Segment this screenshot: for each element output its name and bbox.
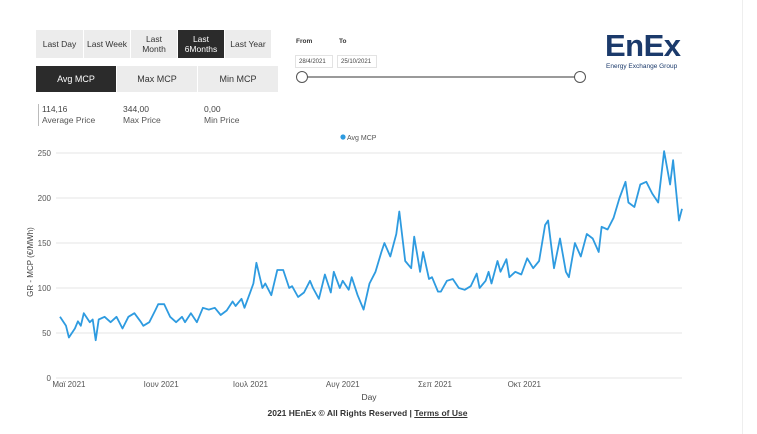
period-selector: Last Day Last Week Last Month Last 6Mont… — [36, 30, 272, 58]
x-tick-label: Αυγ 2021 — [326, 380, 360, 389]
metric-tabs: Avg MCP Max MCP Min MCP — [36, 66, 279, 92]
legend-label-avg-mcp: Avg MCP — [347, 135, 377, 142]
y-tick-label: 200 — [38, 194, 52, 203]
slider-end-handle[interactable] — [574, 71, 586, 83]
kpi-min-label: Min Price — [204, 115, 240, 125]
panel-edge — [742, 0, 743, 434]
slider-start-handle[interactable] — [296, 71, 308, 83]
tab-max-mcp[interactable]: Max MCP — [117, 66, 197, 92]
enex-logo: EnEx — [605, 28, 681, 63]
x-tick-label: Ιουν 2021 — [144, 380, 180, 389]
enex-logo-subtitle: Energy Exchange Group — [606, 63, 678, 70]
y-axis-label: GR - MCP (€/MWh) — [26, 227, 35, 297]
kpi-max-label: Max Price — [123, 115, 161, 125]
x-axis-label: Day — [361, 392, 377, 402]
x-tick-label: Μαϊ 2021 — [52, 380, 86, 389]
date-to-label: To — [339, 38, 347, 45]
tab-min-mcp[interactable]: Min MCP — [198, 66, 278, 92]
legend-marker-avg-mcp — [340, 134, 346, 140]
kpi-divider — [38, 104, 39, 126]
terms-of-use-link[interactable]: Terms of Use — [414, 408, 468, 418]
mcp-line-chart: 0 50 100 150 200 250 Μαϊ 2021 Ιουν 2021 Ιουλ 20… — [26, 134, 683, 402]
y-tick-label: 50 — [42, 329, 51, 338]
copyright-text: 2021 HEnEx © All Rights Reserved | — [267, 408, 415, 418]
period-last-day-button[interactable]: Last Day — [36, 30, 83, 58]
date-to-field[interactable]: 25/10/2021 — [337, 55, 377, 68]
x-tick-label: Σεπ 2021 — [418, 380, 453, 389]
x-tick-label: Οκτ 2021 — [508, 380, 542, 389]
y-tick-label: 0 — [47, 374, 52, 383]
x-axis-ticks: Μαϊ 2021 Ιουν 2021 Ιουλ 2021 Αυγ 2021 Σεπ 20… — [52, 380, 541, 389]
kpi-average-value: 114,16 — [42, 104, 68, 114]
x-tick-label: Ιουλ 2021 — [233, 380, 269, 389]
kpi-average-label: Average Price — [42, 115, 96, 125]
kpi-min-value: 0,00 — [204, 104, 221, 114]
date-from-label: From — [296, 38, 313, 45]
period-last-week-button[interactable]: Last Week — [84, 30, 130, 58]
period-last-month-button[interactable]: Last Month — [131, 30, 177, 58]
tab-avg-mcp[interactable]: Avg MCP — [36, 66, 116, 92]
chart-legend: Avg MCP — [340, 134, 377, 142]
y-tick-label: 250 — [38, 149, 52, 158]
date-from-field[interactable]: 28/4/2021 — [295, 55, 333, 68]
chart-grid — [56, 152, 682, 379]
footer: 2021 HEnEx © All Rights Reserved | Terms… — [0, 408, 735, 418]
date-range-slider[interactable] — [300, 76, 582, 78]
kpi-max-price: 344,00 Max Price — [123, 104, 161, 126]
series-line-avg-mcp — [59, 150, 683, 342]
period-last-6months-button[interactable]: Last 6Months — [178, 30, 224, 58]
kpi-max-value: 344,00 — [123, 104, 149, 114]
y-tick-label: 150 — [38, 239, 52, 248]
y-tick-label: 100 — [38, 284, 52, 293]
y-axis-ticks: 0 50 100 150 200 250 — [38, 149, 52, 383]
kpi-min-price: 0,00 Min Price — [204, 104, 239, 126]
kpi-average-price: 114,16 Average Price — [42, 104, 95, 126]
period-last-year-button[interactable]: Last Year — [225, 30, 271, 58]
